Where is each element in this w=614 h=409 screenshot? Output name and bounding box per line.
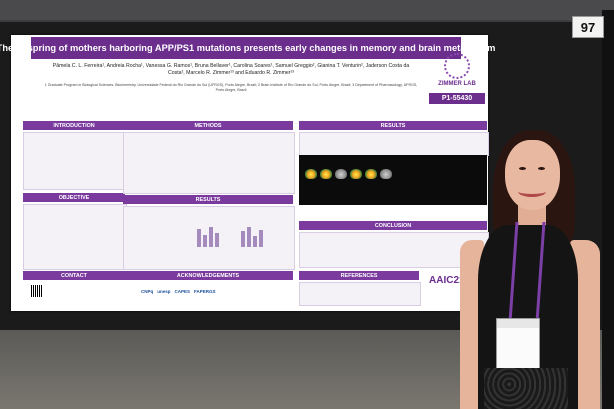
board-post xyxy=(602,10,614,409)
brain-scan-row xyxy=(305,169,392,179)
sponsor-logo: unesp xyxy=(157,288,171,294)
lab-logo: ZIMMER LAB xyxy=(429,53,485,93)
board-number-card: 97 xyxy=(572,16,604,38)
results-bar-figure-1 xyxy=(197,225,219,247)
poster-id: P1-55430 xyxy=(429,93,485,104)
conference-logo: AAIC21 xyxy=(429,275,465,286)
brain-scan-icon xyxy=(350,169,362,179)
qr-code xyxy=(31,285,43,297)
presenter-eye xyxy=(538,167,545,170)
conclusion-text-block xyxy=(299,232,489,268)
figure-bar xyxy=(197,229,201,247)
presenter-patterned-pants xyxy=(484,368,568,409)
presenter-face xyxy=(505,140,560,210)
lab-logo-text: ZIMMER LAB xyxy=(438,81,476,87)
objective-text-block xyxy=(23,204,127,270)
presenter-eye xyxy=(519,167,526,170)
poster-affiliations: 1 Graduate Program in Biological Science… xyxy=(44,83,418,92)
ceiling-strip xyxy=(0,0,614,20)
brain-scan-icon xyxy=(365,169,377,179)
figure-bar xyxy=(247,227,251,247)
figure-bar xyxy=(259,230,263,247)
section-results-right: RESULTS xyxy=(299,121,487,130)
badge-clip xyxy=(497,319,539,328)
introduction-text-block xyxy=(23,132,127,190)
brain-scan-icon xyxy=(320,169,332,179)
scientific-poster: The offspring of mothers harboring APP/P… xyxy=(0,35,495,311)
section-references: REFERENCES xyxy=(299,271,419,280)
section-objective: OBJECTIVE xyxy=(23,193,125,202)
brain-scan-icon xyxy=(335,169,347,179)
presenter-smile xyxy=(518,186,546,197)
figure-bar xyxy=(203,235,207,247)
results-right-text xyxy=(299,132,489,156)
brain-scan-icon xyxy=(305,169,317,179)
brain-scan-icon xyxy=(380,169,392,179)
references-text-block xyxy=(299,282,421,306)
figure-bar xyxy=(209,227,213,247)
results-bar-figure-2 xyxy=(241,225,263,247)
poster-authors: Pâmela C. L. Ferreira¹, Andreia Rocha¹, … xyxy=(52,63,410,76)
figure-bar xyxy=(253,236,257,247)
sponsor-logo: FAPERGS xyxy=(194,288,216,294)
section-methods: METHODS xyxy=(123,121,293,130)
section-conclusion: CONCLUSION xyxy=(299,221,487,230)
brain-pet-figure xyxy=(299,155,487,205)
section-introduction: INTRODUCTION xyxy=(23,121,125,130)
section-results-left: RESULTS xyxy=(123,195,293,204)
section-acknowledgements: ACKNOWLEDGEMENTS xyxy=(123,271,293,280)
figure-bar xyxy=(241,231,245,247)
sponsor-logo: CNPq xyxy=(141,288,154,294)
methods-diagram xyxy=(123,132,295,194)
sponsor-logos: CNPq unesp CAPES FAPERGS xyxy=(141,284,301,298)
sponsor-logo: CAPES xyxy=(174,288,191,294)
figure-bar xyxy=(215,233,219,247)
poster-title: The offspring of mothers harboring APP/P… xyxy=(0,37,495,59)
section-contact: CONTACT xyxy=(23,271,125,280)
lab-logo-mark-icon xyxy=(444,53,470,79)
